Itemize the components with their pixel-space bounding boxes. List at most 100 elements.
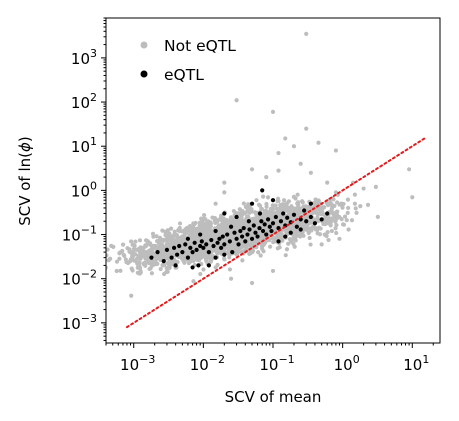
data-point-eqtl (190, 250, 195, 255)
data-point-not-eqtl (280, 202, 285, 207)
plot-area (106, 31, 426, 329)
data-point-not-eqtl (131, 250, 136, 255)
data-point-not-eqtl (333, 218, 338, 223)
data-point-not-eqtl (264, 204, 269, 209)
data-point-eqtl (183, 242, 188, 247)
data-point-not-eqtl (172, 229, 177, 234)
data-point-eqtl (308, 214, 313, 220)
data-point-not-eqtl (167, 251, 172, 256)
data-point-not-eqtl (176, 227, 181, 233)
data-point-not-eqtl (273, 203, 278, 208)
data-point-not-eqtl (143, 243, 148, 248)
data-point-eqtl (175, 252, 180, 257)
data-point-not-eqtl (194, 257, 200, 262)
data-point-not-eqtl (308, 206, 313, 211)
data-point-eqtl (194, 247, 199, 252)
data-point-not-eqtl (198, 271, 203, 277)
data-point-not-eqtl (334, 230, 339, 236)
data-point-eqtl (241, 225, 246, 231)
data-point-not-eqtl (277, 245, 282, 250)
data-point-eqtl (169, 255, 174, 260)
data-point-not-eqtl (155, 238, 160, 244)
data-point-eqtl (249, 236, 255, 241)
y-tick-label: 10−2 (62, 268, 97, 289)
data-point-eqtl (217, 236, 222, 241)
data-point-not-eqtl (138, 245, 143, 250)
data-point-not-eqtl (270, 268, 276, 274)
data-point-eqtl (243, 239, 248, 244)
data-point-eqtl (283, 234, 288, 239)
data-point-not-eqtl (308, 242, 313, 247)
data-point-not-eqtl (174, 240, 179, 245)
data-point-not-eqtl (222, 190, 227, 195)
legend-marker-eqtl (140, 70, 148, 78)
data-point-eqtl (149, 255, 154, 260)
data-point-not-eqtl (213, 220, 218, 226)
data-point-eqtl (171, 245, 177, 250)
data-point-not-eqtl (191, 236, 197, 241)
data-point-not-eqtl (106, 247, 110, 252)
data-point-not-eqtl (314, 226, 319, 231)
data-point-not-eqtl (270, 109, 276, 114)
data-point-not-eqtl (233, 247, 238, 252)
data-point-not-eqtl (221, 216, 226, 221)
data-point-not-eqtl (137, 263, 142, 268)
data-point-not-eqtl (139, 251, 145, 256)
data-point-not-eqtl (326, 237, 331, 243)
data-point-eqtl (270, 198, 276, 203)
data-point-not-eqtl (259, 206, 264, 212)
data-point-not-eqtl (114, 268, 119, 274)
data-point-not-eqtl (170, 240, 175, 245)
data-point-not-eqtl (191, 230, 196, 235)
x-tick-label: 10−2 (190, 353, 225, 374)
data-point-not-eqtl (240, 211, 245, 216)
data-point-eqtl (260, 228, 266, 234)
data-point-eqtl (198, 232, 203, 237)
data-point-eqtl (185, 255, 191, 260)
data-point-not-eqtl (117, 256, 122, 261)
data-point-not-eqtl (284, 247, 290, 252)
data-point-not-eqtl (304, 31, 309, 36)
data-point-eqtl (319, 217, 324, 222)
data-point-not-eqtl (358, 204, 363, 209)
legend-marker-not-eqtl (140, 41, 148, 49)
x-tick-label: 100 (334, 353, 360, 374)
data-point-not-eqtl (268, 244, 273, 249)
data-point-not-eqtl (206, 246, 211, 252)
data-point-not-eqtl (346, 205, 351, 211)
data-point-not-eqtl (268, 206, 273, 212)
data-point-not-eqtl (276, 199, 281, 204)
data-point-eqtl (236, 242, 241, 247)
data-point-not-eqtl (164, 229, 169, 234)
data-point-not-eqtl (337, 202, 342, 207)
data-point-not-eqtl (275, 233, 280, 239)
data-point-not-eqtl (156, 254, 161, 259)
data-point-not-eqtl (306, 230, 311, 236)
data-point-not-eqtl (114, 259, 120, 264)
data-point-not-eqtl (205, 231, 210, 236)
data-point-eqtl (234, 236, 239, 241)
data-point-not-eqtl (361, 186, 366, 191)
data-point-not-eqtl (213, 201, 218, 206)
data-point-eqtl (196, 263, 201, 268)
data-point-not-eqtl (229, 243, 235, 248)
data-point-eqtl (180, 250, 185, 255)
data-point-not-eqtl (237, 207, 242, 212)
legend: Not eQTL eQTL (140, 37, 236, 84)
data-point-not-eqtl (163, 252, 168, 257)
data-point-not-eqtl (160, 263, 165, 268)
data-point-not-eqtl (228, 215, 234, 220)
data-point-not-eqtl (305, 222, 310, 227)
data-point-not-eqtl (200, 223, 205, 228)
data-point-not-eqtl (249, 207, 254, 212)
data-point-not-eqtl (243, 204, 249, 210)
data-point-eqtl (234, 214, 239, 220)
data-point-not-eqtl (143, 260, 148, 265)
data-point-eqtl (213, 255, 218, 260)
data-point-not-eqtl (241, 201, 246, 206)
data-point-not-eqtl (333, 226, 338, 231)
data-point-not-eqtl (154, 246, 159, 251)
data-point-not-eqtl (213, 265, 218, 270)
data-point-not-eqtl (410, 195, 415, 200)
